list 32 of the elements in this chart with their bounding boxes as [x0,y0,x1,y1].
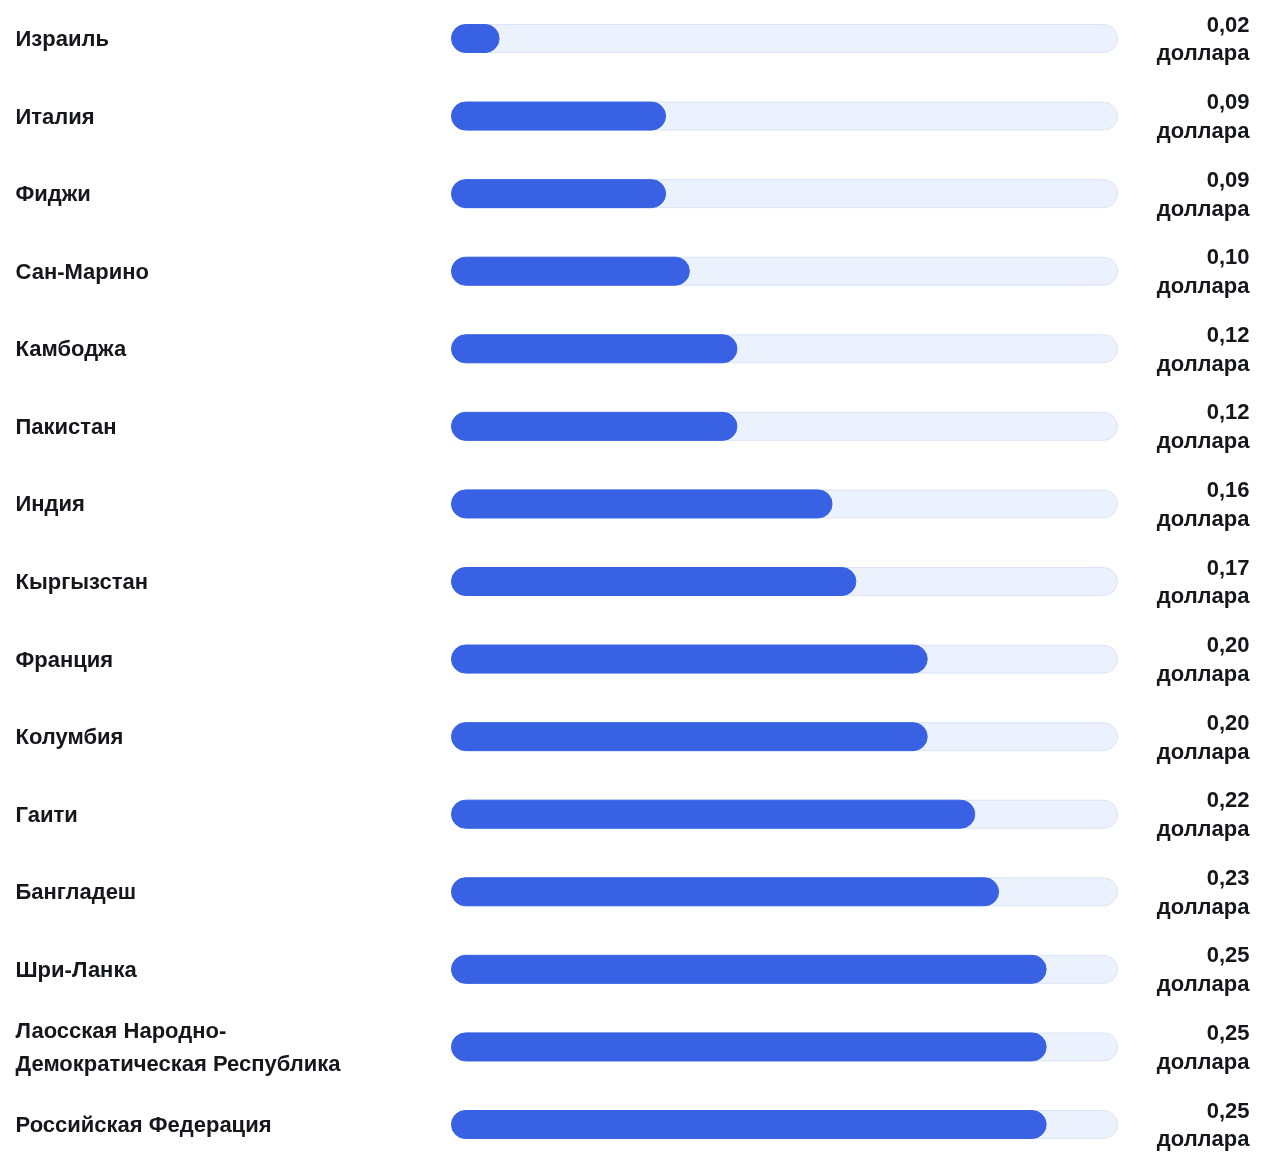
y-tick-label: Фиджи [15,181,91,207]
data-label: 0,22 доллара [1156,787,1251,842]
y-tick-label: Гаити [15,801,78,827]
data-label: 0,25 доллара [1156,1020,1251,1074]
y-tick-label: Кыргызстан [15,569,149,594]
y-tick-label: Сан-Марино [15,258,150,284]
data-label: 0,20 доллара [1156,709,1251,764]
data-label: 0,09 доллара [1156,166,1251,221]
y-tick-label: Израиль [15,26,109,51]
data-label: 0,20 доллара [1156,632,1251,686]
y-tick-label: Российская Федерация [15,1112,272,1137]
y-tick-label: Индия [15,491,85,517]
data-label: 0,10 доллара [1156,244,1251,299]
y-tick-label: Шри-Ланка [15,956,138,982]
data-label: 0,02 доллара [1156,11,1251,66]
data-label: 0,09 доллара [1156,89,1251,143]
data-label: 0,12 доллара [1156,321,1251,376]
y-tick-label: Камбоджа [15,336,127,362]
y-tick-label: Италия [15,103,95,129]
data-label: 0,16 доллара [1156,477,1251,531]
y-tick-label: Колумбия [15,724,124,750]
data-label: 0,25 доллара [1156,942,1251,997]
data-label: 0,17 доллара [1156,554,1251,609]
data-label: 0,12 доллара [1156,399,1251,454]
y-tick-label: Франция [15,646,114,672]
data-label: 0,25 доллара [1156,1097,1251,1152]
y-tick-label: Лаосская Народно-Демократическая Республика [15,1018,342,1076]
y-tick-label: Пакистан [15,413,117,439]
y-tick-label: Бангладеш [15,879,137,905]
bar [451,101,667,131]
bar [451,179,667,209]
data-label: 0,23 доллара [1156,864,1251,919]
